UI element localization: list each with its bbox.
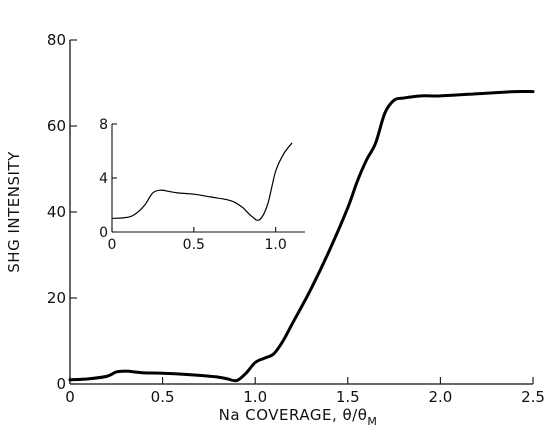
inset-series-line: [111, 142, 293, 221]
main-xtick-label-3: 1.5: [336, 388, 360, 406]
inset-xtick-label-1: 0.5: [183, 237, 205, 253]
main-ytick-label-2: 40: [47, 203, 66, 221]
y-axis-title: SHG INTENSITY: [5, 151, 23, 273]
main-xtick-label-4: 2.0: [428, 388, 452, 406]
main-xtick-label-5: 2.5: [521, 388, 545, 406]
inset-xtick-label-0: 0: [108, 237, 117, 253]
main-ytick-label-1: 20: [47, 289, 66, 307]
main-xtick-label-1: 0.5: [151, 388, 175, 406]
main-xtick-label-2: 1.0: [243, 388, 267, 406]
main-ytick-label-3: 60: [47, 117, 66, 135]
x-axis-title-main: Na COVERAGE, θ/θ: [219, 406, 368, 424]
inset-ytick-label-0: 0: [99, 225, 108, 241]
inset-xtick-label-2: 1.0: [265, 237, 287, 253]
main-ytick-label-4: 80: [47, 31, 66, 49]
x-axis-title-subscript: M: [367, 415, 377, 428]
main-ytick-label-0: 0: [56, 375, 66, 393]
main-series-line: [68, 89, 535, 383]
inset-ytick-label-1: 4: [99, 171, 108, 187]
inset-plot: 0 4 8 0 0.5 1.0: [99, 117, 305, 253]
inset-ytick-label-2: 8: [99, 117, 108, 133]
main-xtick-label-0: 0: [65, 388, 75, 406]
x-axis-title: Na COVERAGE, θ/θM: [219, 406, 378, 428]
